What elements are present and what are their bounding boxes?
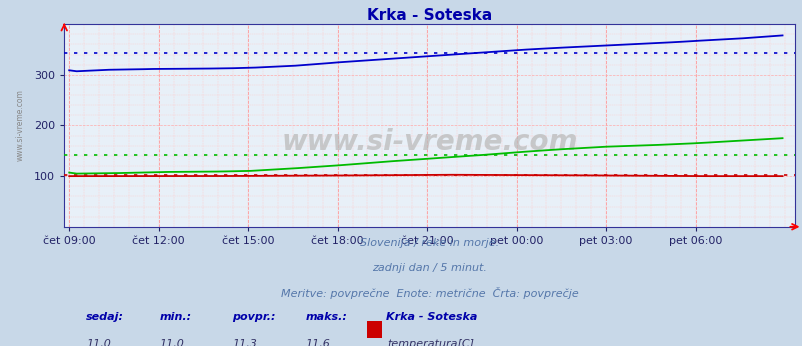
Text: temperatura[C]: temperatura[C]	[387, 339, 474, 346]
Title: Krka - Soteska: Krka - Soteska	[367, 8, 492, 23]
Text: 11,6: 11,6	[305, 339, 330, 346]
Text: www.si-vreme.com: www.si-vreme.com	[281, 128, 577, 156]
Text: sedaj:: sedaj:	[86, 312, 124, 322]
Text: 11,3: 11,3	[232, 339, 257, 346]
Text: povpr.:: povpr.:	[232, 312, 275, 322]
Bar	[367, 321, 382, 338]
Text: min.:: min.:	[159, 312, 191, 322]
Text: Slovenija / reke in morje.: Slovenija / reke in morje.	[359, 238, 499, 248]
Text: www.si-vreme.com: www.si-vreme.com	[16, 90, 25, 162]
Text: Krka - Soteska: Krka - Soteska	[385, 312, 476, 322]
Text: maks.:: maks.:	[305, 312, 346, 322]
Text: 11,0: 11,0	[159, 339, 184, 346]
Text: zadnji dan / 5 minut.: zadnji dan / 5 minut.	[371, 263, 487, 273]
Text: 11,0: 11,0	[86, 339, 111, 346]
Text: Meritve: povprečne  Enote: metrične  Črta: povprečje: Meritve: povprečne Enote: metrične Črta:…	[281, 288, 577, 299]
